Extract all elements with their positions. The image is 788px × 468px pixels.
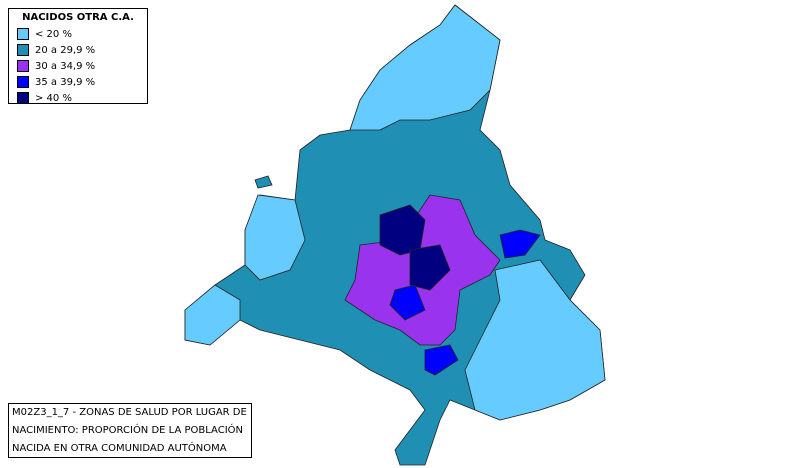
caption: M02Z3_1_7 - ZONAS DE SALUD POR LUGAR DE N… [8,403,252,458]
legend-item: 35 a 39,9 % [9,74,147,90]
legend-swatch [17,60,29,72]
caption-line: NACIDA EN OTRA COMUNIDAD AUTÓNOMA [12,443,227,454]
legend-label: 30 a 34,9 % [35,60,96,72]
legend-item: 20 a 29,9 % [9,42,147,58]
region-blue [389,284,426,321]
legend-label: 20 a 29,9 % [35,44,96,56]
region-west [244,194,306,281]
region-navy [409,244,451,291]
legend-label: > 40 % [35,92,72,104]
legend-label: 35 a 39,9 % [35,76,96,88]
legend-item: > 40 % [9,90,147,106]
legend-items: < 20 % 20 a 29,9 % 30 a 34,9 % 35 a 39,9 % >… [9,26,147,106]
region-southeast [464,259,606,421]
legend: NACIDOS OTRA C.A. < 20 % 20 a 29,9 % 30 a … [8,8,148,104]
legend-title: NACIDOS OTRA C.A. [22,12,134,23]
legend-item: 30 a 34,9 % [9,58,147,74]
legend-label: < 20 % [35,28,72,40]
region-blue [424,344,459,376]
caption-line: NACIMIENTO: PROPORCIÓN DE LA POBLACIÓN [12,425,243,436]
caption-line: M02Z3_1_7 - ZONAS DE SALUD POR LUGAR DE [12,407,247,418]
region-north [349,4,501,131]
region-island [254,175,273,189]
region-southwest [184,284,241,346]
region-blue [499,229,541,259]
legend-swatch [17,92,29,104]
legend-swatch [17,28,29,40]
legend-item: < 20 % [9,26,147,42]
legend-swatch [17,76,29,88]
legend-swatch [17,44,29,56]
